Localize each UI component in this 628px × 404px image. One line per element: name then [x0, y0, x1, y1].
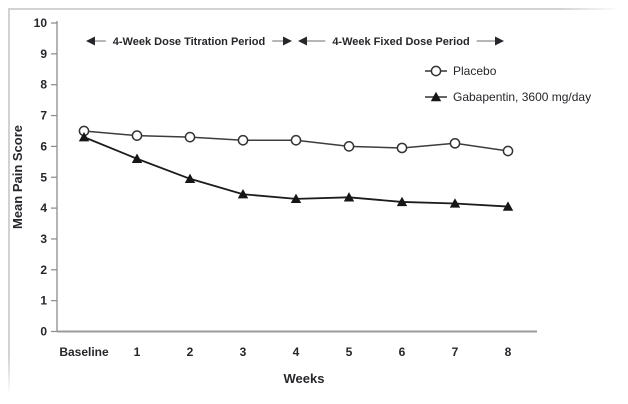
open-circle-marker — [237, 134, 249, 146]
open-circle-marker — [396, 142, 408, 154]
y-axis-tick-label: 2 — [40, 263, 47, 277]
right-arrowhead-icon — [495, 36, 504, 46]
open-circle-marker — [184, 131, 196, 143]
x-axis-tick-label: 3 — [240, 345, 247, 359]
open-circle-marker — [502, 145, 514, 157]
filled-triangle-marker — [449, 198, 461, 208]
figure-frame-left — [8, 8, 10, 395]
legend-item: Gabapentin, 3600 mg/day — [425, 90, 591, 104]
open-circle-marker — [430, 65, 442, 77]
x-axis-tick-label: 5 — [346, 345, 353, 359]
y-axis-tick-label: 6 — [40, 139, 47, 153]
x-axis-title: Weeks — [284, 371, 325, 386]
x-axis-tick-label: 6 — [399, 345, 406, 359]
legend-label: Gabapentin, 3600 mg/day — [453, 90, 591, 104]
filled-triangle-marker — [502, 201, 514, 211]
y-axis-tick-label: 4 — [40, 201, 47, 215]
filled-triangle-marker — [343, 192, 355, 202]
x-axis-tick-label: 7 — [452, 345, 459, 359]
x-axis-tick-label: Baseline — [59, 345, 109, 359]
x-axis-tick-label: 1 — [134, 345, 141, 359]
filled-triangle-marker — [131, 153, 143, 163]
filled-triangle-marker — [430, 91, 442, 102]
open-circle-marker — [290, 134, 302, 146]
y-axis-tick-label: 8 — [40, 78, 47, 92]
y-axis-tick-label: 3 — [40, 232, 47, 246]
annotation-label-backing — [325, 35, 477, 49]
figure-frame-top — [8, 8, 620, 10]
open-circle-marker — [449, 137, 461, 149]
y-axis-tick-label: 7 — [40, 109, 47, 123]
y-axis-tick-label: 0 — [40, 325, 47, 339]
filled-triangle-marker — [396, 196, 408, 207]
left-arrowhead-icon — [298, 36, 307, 46]
legend-item: Placebo — [425, 64, 497, 78]
period-annotation: 4-Week Fixed Dose Period — [298, 35, 504, 49]
filled-triangle-marker — [290, 193, 302, 204]
filled-triangle-marker — [237, 189, 249, 199]
gabapentin-series-markers — [78, 131, 514, 211]
left-arrowhead-icon — [86, 36, 95, 46]
annotation-label-backing — [105, 35, 273, 49]
x-axis-tick-label: 2 — [187, 345, 194, 359]
filled-triangle-marker — [184, 173, 196, 183]
x-axis-tick-label: 4 — [293, 345, 300, 359]
placebo-series-markers — [78, 125, 514, 157]
right-arrowhead-icon — [283, 36, 292, 46]
y-axis-tick-label: 10 — [34, 16, 48, 30]
open-circle-marker — [131, 130, 143, 141]
annotation-label: 4-Week Dose Titration Period — [113, 36, 265, 48]
open-circle-marker — [343, 141, 355, 152]
annotation-label: 4-Week Fixed Dose Period — [332, 36, 469, 48]
legend-label: Placebo — [453, 64, 497, 78]
y-axis-tick-label: 1 — [40, 294, 47, 308]
y-axis-tick-label: 9 — [40, 47, 47, 61]
filled-triangle-marker — [78, 131, 90, 142]
y-axis-tick-label: 5 — [40, 170, 47, 184]
period-annotation: 4-Week Dose Titration Period — [86, 35, 292, 49]
x-axis-tick-label: 8 — [505, 345, 512, 359]
y-axis-title: Mean Pain Score — [10, 125, 25, 229]
